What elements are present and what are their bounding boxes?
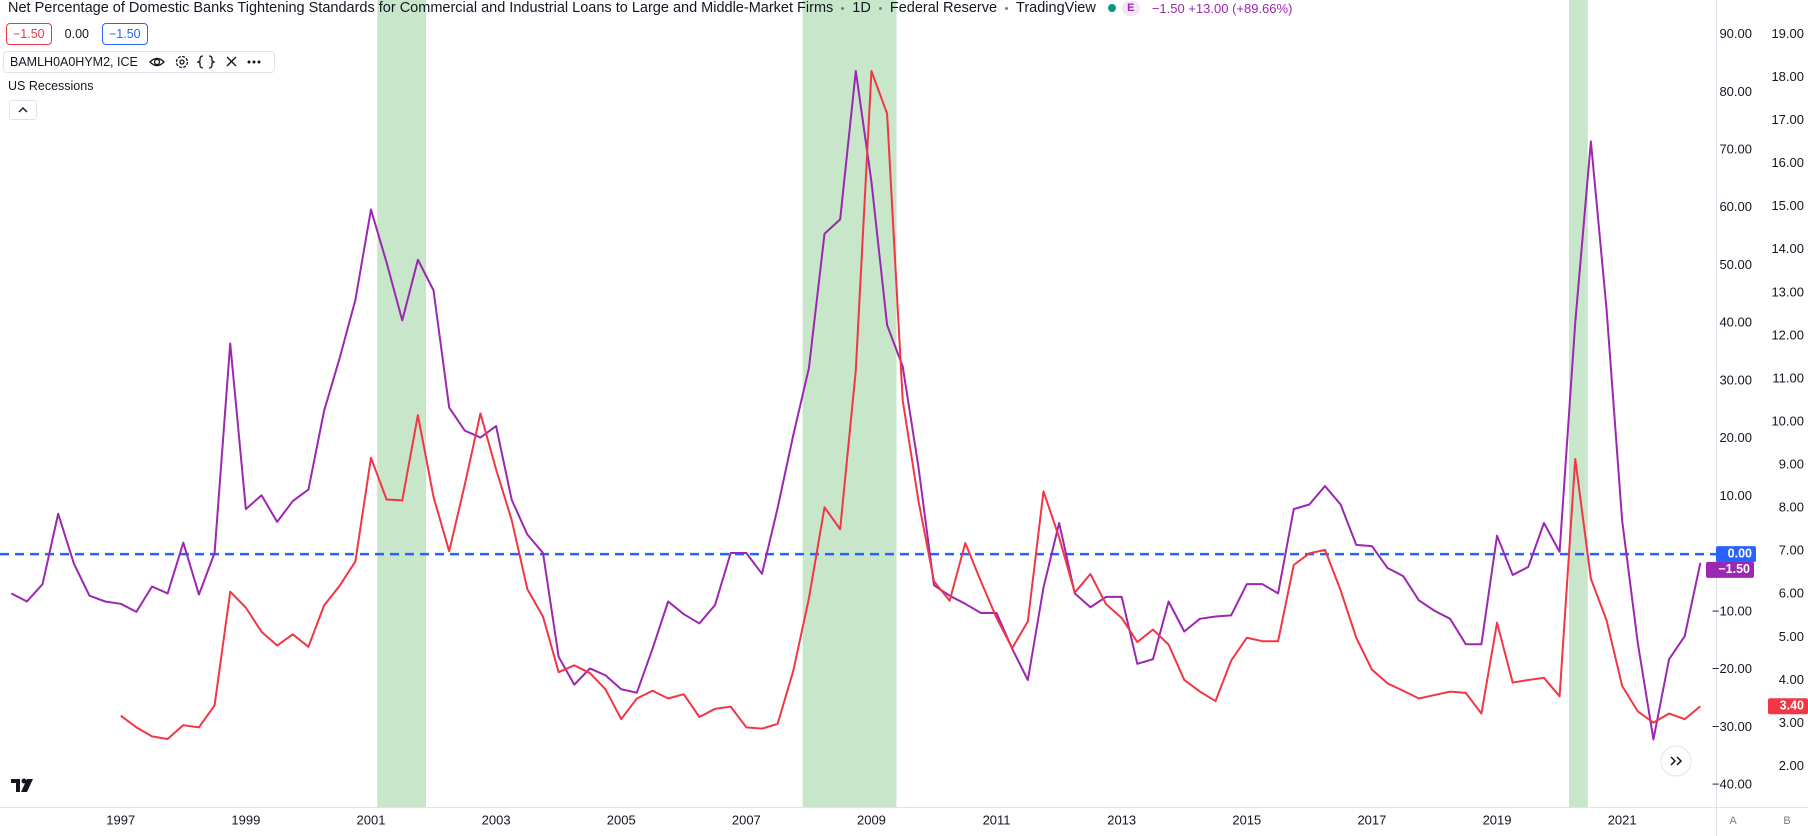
y-tick-label: −10.00: [1712, 603, 1752, 618]
series-title: Net Percentage of Domestic Banks Tighten…: [8, 0, 834, 16]
platform: TradingView: [1016, 0, 1096, 16]
y-tick-label: −30.00: [1712, 719, 1752, 734]
y2-tick-label: 18.00: [1771, 69, 1804, 84]
y2-tick-label: 19.00: [1771, 26, 1804, 41]
status-value: −1.50: [6, 23, 52, 45]
legend-label: BAMLH0A0HYM2, ICE: [10, 55, 138, 69]
x-tick-label: 2015: [1232, 812, 1261, 827]
x-tick-label: 2009: [857, 812, 886, 827]
source-code-icon[interactable]: [196, 55, 216, 69]
source: Federal Reserve: [889, 0, 998, 16]
y2-tick-label: 13.00: [1771, 284, 1804, 299]
scale-button[interactable]: A: [1729, 815, 1737, 827]
x-tick-label: 2017: [1357, 812, 1386, 827]
y2-tick-label: 15.00: [1771, 198, 1804, 213]
x-tick-label: 1999: [231, 812, 260, 827]
reference-tag: 0.00: [1728, 546, 1752, 560]
plot-area: [0, 0, 1716, 807]
y-tick-label: 10.00: [1719, 488, 1752, 503]
y-tick-label: 50.00: [1719, 257, 1752, 272]
y2-tick-label: 12.00: [1771, 327, 1804, 342]
y2-tick-label: 6.00: [1779, 586, 1804, 601]
series-line: [10, 70, 1702, 741]
separator: [878, 6, 882, 10]
y2-tick-label: 14.00: [1771, 241, 1804, 256]
y2-tick-label: 3.00: [1779, 715, 1804, 730]
x-tick-label: 2001: [357, 812, 386, 827]
more-icon[interactable]: [247, 60, 261, 64]
series-line: [120, 70, 1701, 740]
y2-tick-label: 11.00: [1772, 370, 1804, 385]
status-value: −1.50: [101, 23, 148, 45]
legend-item[interactable]: BAMLH0A0HYM2, ICE: [3, 51, 275, 73]
scale-button[interactable]: B: [1783, 815, 1790, 827]
eye-icon[interactable]: [148, 57, 165, 67]
y-tick-label: −40.00: [1712, 777, 1752, 792]
remove-icon[interactable]: [226, 56, 237, 67]
y-tick-label: 70.00: [1719, 142, 1752, 157]
indicator-label[interactable]: US Recessions: [8, 79, 94, 93]
y2-tick-label: 9.00: [1779, 457, 1804, 472]
tradingview-logo: [11, 778, 33, 792]
y-tick-label: −20.00: [1712, 661, 1752, 676]
x-tick-label: 2013: [1107, 812, 1136, 827]
y2-tick-label: 4.00: [1779, 672, 1804, 687]
header: Net Percentage of Domestic Banks Tighten…: [8, 0, 1292, 16]
y-tick-label: 80.00: [1719, 84, 1752, 99]
y-tick-label: 30.00: [1719, 372, 1752, 387]
x-tick-label: 2011: [983, 812, 1011, 827]
x-tick-label: 2007: [732, 812, 761, 827]
y2-tick-label: 8.00: [1779, 500, 1804, 515]
x-tick-label: 2003: [482, 812, 511, 827]
status-values: −1.50 0.00 −1.50: [6, 23, 148, 45]
y-tick-label: 60.00: [1719, 199, 1752, 214]
y2-tick-label: 7.00: [1779, 543, 1804, 558]
recession-band: [1568, 0, 1588, 807]
x-tick-label: 2005: [607, 812, 636, 827]
x-tick-label: 2019: [1483, 812, 1512, 827]
scroll-button[interactable]: [1660, 745, 1692, 777]
separator: [841, 6, 845, 10]
y-tick-label: 90.00: [1719, 26, 1752, 41]
y-tick-label: 40.00: [1719, 315, 1752, 330]
reference-tag-bg: [1716, 546, 1756, 563]
change-text: −1.50 +13.00 (+89.66%): [1151, 0, 1293, 16]
events-badge[interactable]: E: [1121, 0, 1140, 16]
x-tick-label: 2021: [1608, 812, 1637, 827]
y2-tick-label: 17.00: [1771, 112, 1804, 127]
separator: [1005, 6, 1009, 10]
settings-icon[interactable]: [175, 55, 188, 69]
collapse-button[interactable]: [9, 100, 37, 120]
last-value-tag: −1.50: [1718, 562, 1750, 576]
market-status: [1107, 4, 1116, 12]
last-value-tag: 3.40: [1780, 699, 1804, 713]
legend-icons: [148, 55, 261, 69]
last-value-tag-bg: [1706, 561, 1754, 578]
y2-tick-label: 2.00: [1779, 758, 1804, 773]
last-value-tag-bg: [1768, 698, 1808, 715]
recession-band: [377, 0, 427, 807]
y2-tick-label: 5.00: [1779, 629, 1804, 644]
status-value: 0.00: [64, 27, 89, 41]
y2-tick-label: 10.00: [1771, 413, 1804, 428]
y-tick-label: 20.00: [1719, 430, 1752, 445]
x-tick-label: 1997: [106, 812, 135, 827]
interval[interactable]: 1D: [852, 0, 871, 16]
y2-tick-label: 16.00: [1771, 155, 1804, 170]
